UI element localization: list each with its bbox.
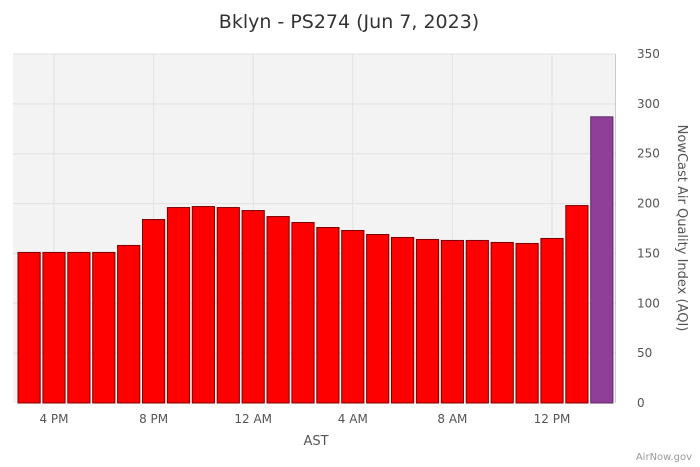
x-tick-label: 12 AM xyxy=(234,412,272,426)
aqi-bar xyxy=(142,219,166,404)
aqi-bar xyxy=(191,206,216,404)
aqi-bar xyxy=(42,251,66,404)
aqi-bar xyxy=(440,239,464,404)
y-tick-label: 100 xyxy=(637,296,660,310)
aqi-bar xyxy=(117,244,141,404)
source-credit: AirNow.gov xyxy=(636,452,692,463)
aqi-bar xyxy=(216,207,240,404)
y-tick-label: 0 xyxy=(637,396,645,410)
aqi-bar xyxy=(291,222,315,404)
aqi-bar xyxy=(67,251,91,404)
aqi-bar xyxy=(366,233,390,404)
aqi-bar xyxy=(241,210,265,404)
y-tick-label: 200 xyxy=(637,197,660,211)
bars xyxy=(17,116,614,404)
aqi-bar xyxy=(341,229,365,404)
y-tick-labels: 0 50 100 150 200 250 300 350 xyxy=(637,47,660,410)
x-tick-label: 4 AM xyxy=(338,412,368,426)
aqi-bar xyxy=(17,251,41,404)
x-tick-label: 4 PM xyxy=(39,412,68,426)
x-tick-label: 12 PM xyxy=(534,412,571,426)
chart-title: Bklyn - PS274 (Jun 7, 2023) xyxy=(219,11,479,33)
y-tick-label: 300 xyxy=(637,97,660,111)
y-tick-label: 50 xyxy=(637,346,652,360)
aqi-bar xyxy=(515,242,539,404)
aqi-bar xyxy=(465,239,489,404)
aqi-bar xyxy=(540,237,564,404)
aqi-bar xyxy=(391,236,415,404)
aqi-bar xyxy=(92,251,116,404)
y-axis-title: NowCast Air Quality Index (AQI) xyxy=(674,125,689,332)
y-tick-label: 250 xyxy=(637,147,660,161)
aqi-bar xyxy=(415,238,440,404)
x-tick-labels: 4 PM 8 PM 12 AM 4 AM 8 AM 12 PM xyxy=(39,412,570,426)
aqi-bar xyxy=(316,227,340,404)
x-tick-label: 8 PM xyxy=(139,412,168,426)
y-tick-label: 150 xyxy=(637,246,660,260)
aqi-bar xyxy=(565,205,589,404)
x-axis-title: AST xyxy=(303,434,328,449)
aqi-bar xyxy=(590,116,614,404)
x-tick-label: 8 AM xyxy=(437,412,467,426)
aqi-bar xyxy=(490,241,514,404)
y-tick-label: 350 xyxy=(637,47,660,61)
aqi-bar xyxy=(166,207,191,404)
aqi-bar xyxy=(266,216,290,404)
